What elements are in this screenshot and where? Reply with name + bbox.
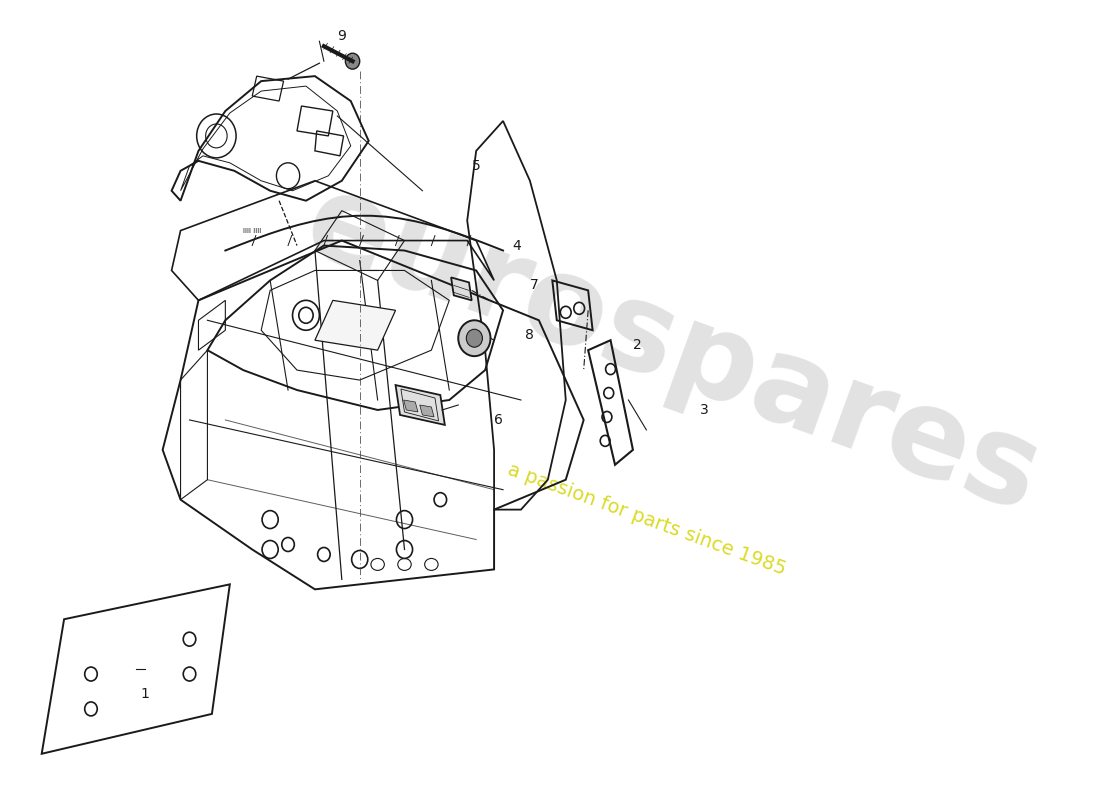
Polygon shape bbox=[396, 385, 444, 425]
Text: 3: 3 bbox=[700, 403, 708, 417]
Polygon shape bbox=[420, 405, 434, 417]
Polygon shape bbox=[404, 400, 418, 412]
Text: 5: 5 bbox=[472, 159, 481, 173]
Text: 8: 8 bbox=[526, 328, 535, 342]
Text: eurospares: eurospares bbox=[290, 163, 1056, 538]
Text: 7: 7 bbox=[530, 278, 539, 292]
Text: IIII IIII: IIII IIII bbox=[243, 227, 262, 234]
Text: a passion for parts since 1985: a passion for parts since 1985 bbox=[505, 460, 789, 579]
Circle shape bbox=[459, 320, 491, 356]
Text: 6: 6 bbox=[494, 413, 503, 427]
Polygon shape bbox=[451, 278, 472, 300]
Polygon shape bbox=[315, 300, 396, 350]
Text: 4: 4 bbox=[512, 238, 520, 253]
Text: 2: 2 bbox=[632, 338, 641, 352]
Text: 1: 1 bbox=[140, 687, 150, 701]
Circle shape bbox=[345, 54, 360, 69]
Circle shape bbox=[466, 330, 483, 347]
Text: 9: 9 bbox=[338, 30, 346, 43]
